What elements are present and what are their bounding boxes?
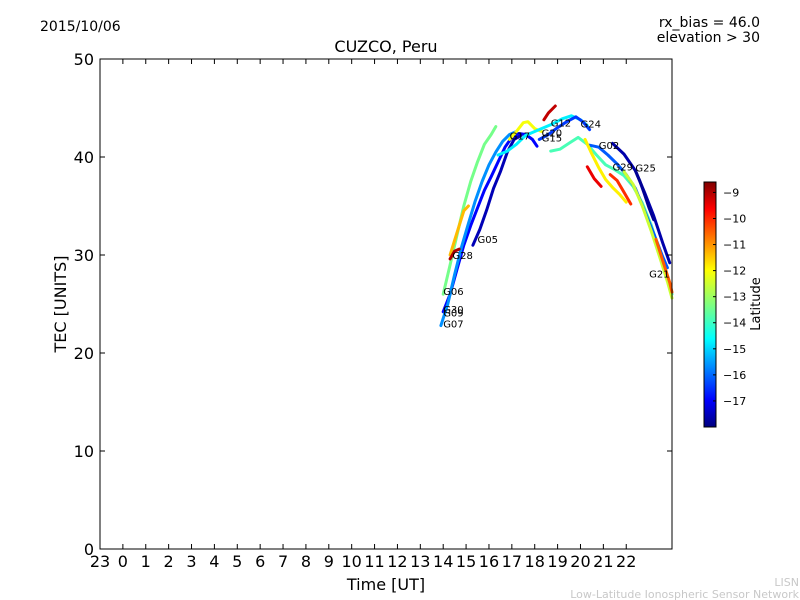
x-tick-label: 3	[186, 552, 196, 571]
satellite-label-g17: G17	[510, 131, 530, 142]
x-tick-label: 10	[342, 552, 362, 571]
x-axis-ticks: 23 0 1 2 3 4 5 6 7 8 9 10 11 12 13 14 15 16 17 18 19 20 21 22	[90, 59, 636, 571]
x-tick-label: 6	[255, 552, 265, 571]
y-tick-label: 50	[74, 50, 94, 69]
satellite-label-g02: G02	[599, 141, 619, 152]
x-tick-label: 15	[456, 552, 476, 571]
credit-lisn: LISN	[774, 576, 799, 589]
x-tick-label: 8	[301, 552, 311, 571]
colorbar-label: Latitude	[749, 277, 764, 331]
colorbar-tick-label: −15	[723, 343, 746, 356]
satellite-label-g24: G24	[581, 120, 601, 131]
chart-title: CUZCO, Peru	[334, 37, 437, 56]
x-tick-label: 18	[525, 552, 545, 571]
x-tick-label: 9	[324, 552, 334, 571]
x-tick-label: 20	[570, 552, 590, 571]
satellite-label-g12: G12	[551, 119, 571, 130]
satellite-label-g05: G05	[478, 235, 498, 246]
data-layer	[439, 104, 674, 328]
satellite-label-g09: G09	[443, 309, 463, 320]
tec-trace-17	[622, 170, 674, 300]
tec-trace-14	[608, 173, 633, 206]
x-tick-label: 17	[502, 552, 522, 571]
x-tick-label: 12	[387, 552, 407, 571]
satellite-label-g28: G28	[452, 251, 472, 262]
satellite-label-g07: G07	[443, 320, 463, 331]
satellite-label-g30: G30	[443, 305, 463, 316]
x-tick-label: 11	[364, 552, 384, 571]
colorbar-tick-label: −16	[723, 369, 746, 382]
colorbar-ticks: −9 −10 −11 −12 −13 −14 −15 −16 −17	[713, 186, 746, 408]
satellite-label-g21: G21	[649, 270, 669, 281]
x-axis-label: Time [UT]	[346, 575, 425, 594]
colorbar-tick-label: −11	[723, 239, 746, 252]
y-tick-label: 10	[74, 442, 94, 461]
tec-trace-18	[654, 237, 674, 294]
x-tick-label: 0	[118, 552, 128, 571]
y-tick-label: 20	[74, 344, 94, 363]
colorbar-tick-label: −13	[723, 291, 746, 304]
tec-trace-1	[439, 130, 518, 328]
colorbar-tick-label: −14	[723, 317, 746, 330]
tec-trace-8	[542, 104, 557, 122]
x-tick-label: 13	[410, 552, 430, 571]
x-tick-label: 2	[164, 552, 174, 571]
colorbar-tick-label: −12	[723, 265, 746, 278]
colorbar-tick-label: −17	[723, 395, 746, 408]
x-tick-label: 7	[278, 552, 288, 571]
plot-frame	[99, 58, 673, 550]
tec-trace-9	[537, 115, 592, 141]
rx-bias-label: rx_bias = 46.0	[659, 15, 760, 31]
satellite-label-g25: G25	[635, 164, 655, 175]
colorbar-tick-label: −9	[723, 186, 739, 199]
x-tick-label: 14	[433, 552, 453, 571]
satellite-label-g29: G29	[613, 163, 633, 174]
x-tick-label: 19	[547, 552, 567, 571]
x-tick-label: 23	[90, 552, 110, 571]
x-tick-label: 21	[593, 552, 613, 571]
y-axis-label: TEC [UNITS]	[51, 256, 70, 354]
colorbar	[703, 181, 717, 428]
elevation-label: elevation > 30	[657, 30, 760, 46]
y-tick-label: 0	[84, 540, 94, 559]
x-tick-label: 4	[209, 552, 219, 571]
x-tick-label: 16	[479, 552, 499, 571]
tec-trace-6	[508, 120, 544, 141]
y-tick-label: 30	[74, 246, 94, 265]
satellite-label-g06: G06	[443, 287, 463, 298]
tec-trace-16	[633, 169, 656, 222]
tec-trace-13	[585, 165, 603, 188]
satellite-label-g20: G20	[542, 128, 562, 139]
x-tick-label: 22	[616, 552, 636, 571]
tec-trace-4	[448, 247, 461, 261]
tec-trace-5	[471, 133, 523, 247]
credit-network: Low-Latitude Ionospheric Sensor Network	[570, 588, 799, 600]
y-axis-ticks: 0 10 20 30 40 50	[74, 50, 672, 559]
date-label: 2015/10/06	[40, 19, 121, 35]
y-tick-label: 40	[74, 148, 94, 167]
satellite-label-g15: G15	[542, 133, 562, 144]
tec-trace-12	[583, 137, 628, 204]
x-tick-label: 1	[141, 552, 151, 571]
x-tick-label: 5	[232, 552, 242, 571]
tec-trace-3	[448, 204, 470, 257]
colorbar-tick-label: −10	[723, 212, 746, 225]
